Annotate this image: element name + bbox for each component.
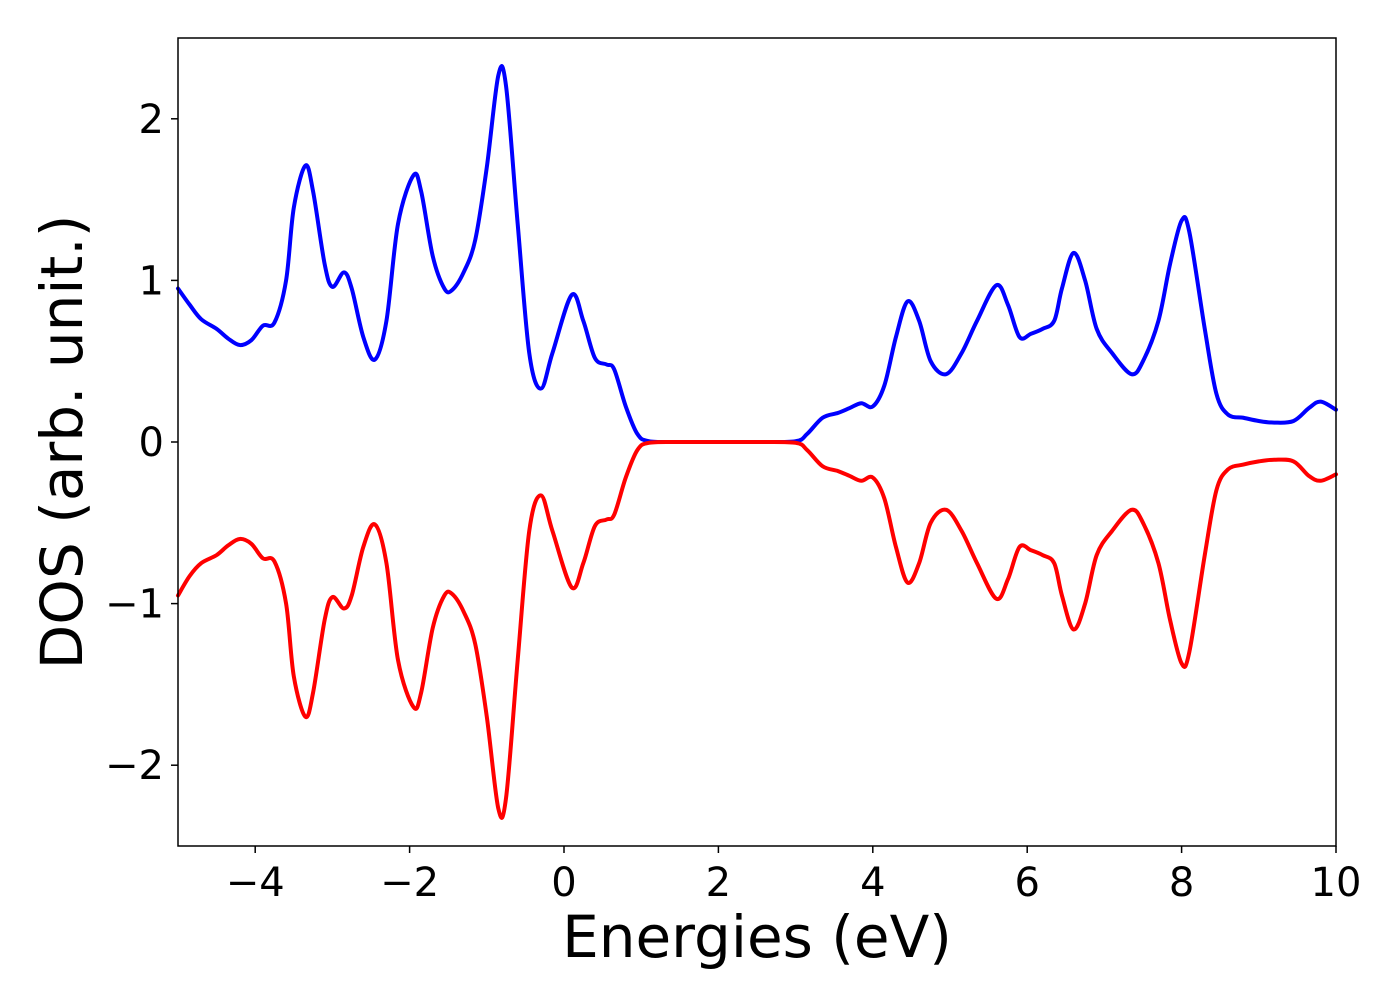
y-tick-label: −1 (105, 582, 164, 628)
series-line-2 (176, 439, 1338, 820)
x-tick-label: −2 (380, 860, 439, 906)
x-tick-label: −4 (226, 860, 285, 906)
y-tick-label: 0 (139, 420, 164, 466)
x-tick-label: 6 (1014, 860, 1039, 906)
x-tick-label: 8 (1169, 860, 1194, 906)
series-line-1 (176, 64, 1338, 445)
y-axis-ticks: −2 −1 0 1 2 (105, 97, 178, 789)
x-axis-title: Energies (eV) (562, 903, 952, 971)
x-axis-ticks: −4 −2 0 2 4 6 8 10 (226, 846, 1362, 906)
series-layer (176, 64, 1338, 820)
x-tick-label: 0 (551, 860, 576, 906)
x-tick-label: 4 (860, 860, 885, 906)
y-tick-label: −2 (105, 743, 164, 789)
y-tick-label: 2 (139, 97, 164, 143)
y-tick-label: 1 (139, 258, 164, 304)
y-axis-title: DOS (arb. unit.) (28, 215, 96, 670)
x-tick-label: 10 (1311, 860, 1362, 906)
x-tick-label: 2 (706, 860, 731, 906)
